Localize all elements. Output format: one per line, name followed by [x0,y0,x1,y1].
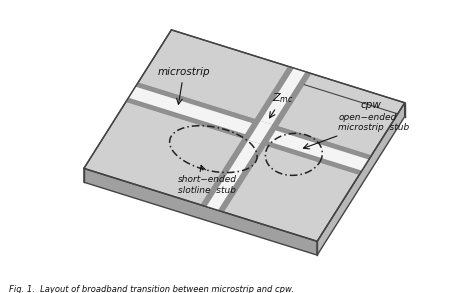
Polygon shape [266,126,372,175]
Text: short−ended
slotline  stub: short−ended slotline stub [178,165,237,195]
Text: cpw: cpw [360,100,381,110]
Polygon shape [128,87,369,171]
Polygon shape [126,83,372,175]
Text: microstrip: microstrip [157,67,210,104]
Text: $Z_{mc}$: $Z_{mc}$ [270,91,293,118]
Polygon shape [201,66,311,212]
Polygon shape [317,103,405,255]
Polygon shape [126,83,255,138]
Polygon shape [84,30,405,241]
Text: Fig. 1.  Layout of broadband transition between microstrip and cpw.: Fig. 1. Layout of broadband transition b… [9,285,294,293]
Polygon shape [206,68,306,210]
Polygon shape [128,87,252,134]
Polygon shape [268,130,369,171]
Text: open−ended
microstrip  stub: open−ended microstrip stub [303,113,410,149]
Polygon shape [248,121,272,144]
Polygon shape [243,119,278,146]
Polygon shape [84,168,317,255]
